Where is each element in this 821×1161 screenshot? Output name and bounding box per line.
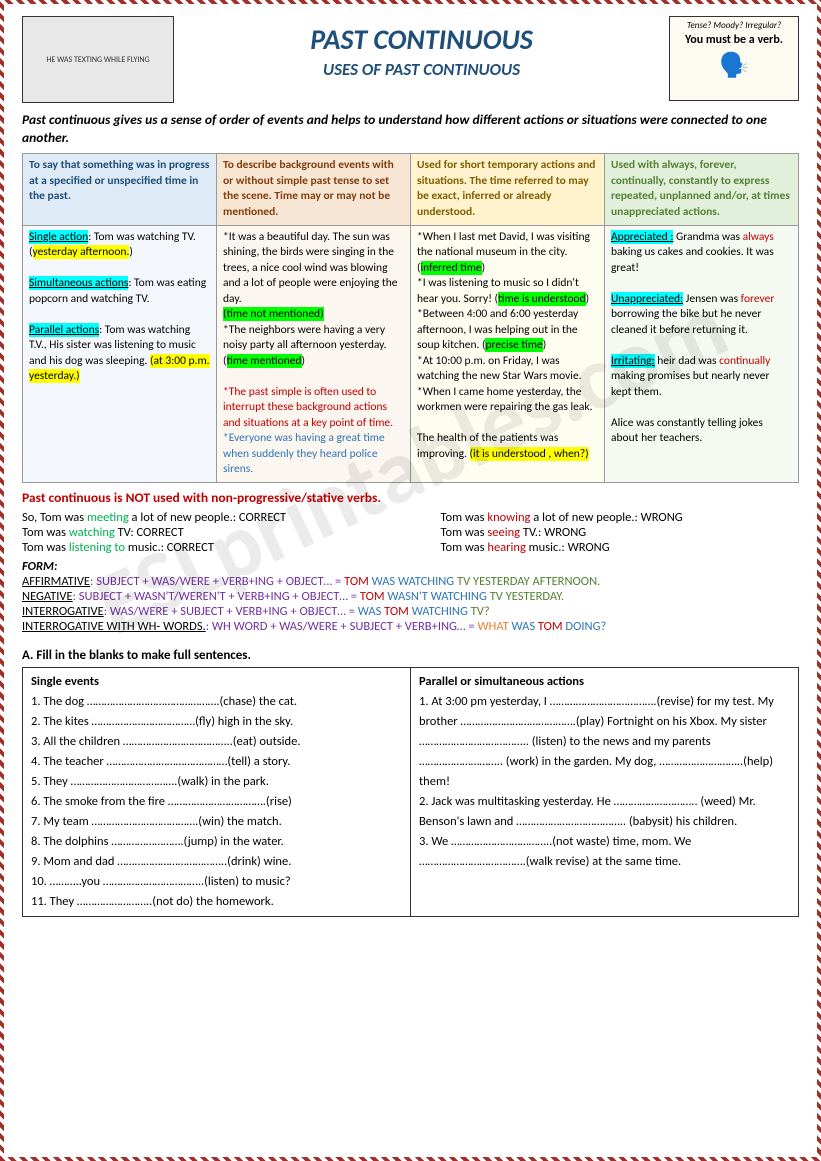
header-col2: To describe background events with or wi… — [217, 154, 411, 225]
form-title: FORM: — [22, 559, 799, 574]
body-col3: *When I last met David, I was visiting t… — [411, 225, 605, 482]
comic-left: HE WAS TEXTING WHILE FLYING — [22, 16, 174, 103]
page-subtitle: USES OF PAST CONTINUOUS — [182, 59, 661, 80]
body-col2: *It was a beautiful day. The sun was shi… — [217, 225, 411, 482]
stative-examples: So, Tom was meeting a lot of new people.… — [22, 510, 799, 555]
comic-right: Tense? Moody? Irregular? You must be a v… — [669, 16, 799, 101]
comic-right-mid: You must be a verb. — [673, 33, 795, 47]
form-block: FORM: AFFIRMATIVE: SUBJECT + WAS/WERE + … — [22, 559, 799, 634]
wrong-col: Tom was knowing a lot of new people.: WR… — [441, 510, 800, 555]
correct-col: So, Tom was meeting a lot of new people.… — [22, 510, 381, 555]
page-title: PAST CONTINUOUS — [182, 22, 661, 57]
body-col4: Appreciated : Grandma was always baking … — [605, 225, 799, 482]
exercise-left: Single events 1. The dog ………………………………………… — [23, 667, 411, 916]
exercise-right: Parallel or simultaneous actions 1. At 3… — [411, 667, 799, 916]
intro-text: Past continuous gives us a sense of orde… — [22, 111, 799, 147]
title-block: PAST CONTINUOUS USES OF PAST CONTINUOUS — [182, 16, 661, 80]
body-col1: Single action: Tom was watching TV. (yes… — [23, 225, 217, 482]
exercise-table: Single events 1. The dog ………………………………………… — [22, 667, 799, 917]
header-col4: Used with always, forever, continually, … — [605, 154, 799, 225]
header: HE WAS TEXTING WHILE FLYING PAST CONTINU… — [22, 16, 799, 103]
header-col1: To say that something was in progress at… — [23, 154, 217, 225]
exercise-right-body: 1. At 3:00 pm yesterday, I ……………………………….… — [419, 692, 790, 872]
stative-rule: Past continuous is NOT used with non-pro… — [22, 489, 799, 506]
header-col3: Used for short temporary actions and sit… — [411, 154, 605, 225]
worksheet-page: ESLprintables.com HE WAS TEXTING WHILE F… — [0, 0, 821, 1161]
comic-right-top: Tense? Moody? Irregular? — [673, 20, 795, 31]
exercise-a-title: A. Fill in the blanks to make full sente… — [22, 648, 799, 663]
uses-table: To say that something was in progress at… — [22, 153, 799, 482]
